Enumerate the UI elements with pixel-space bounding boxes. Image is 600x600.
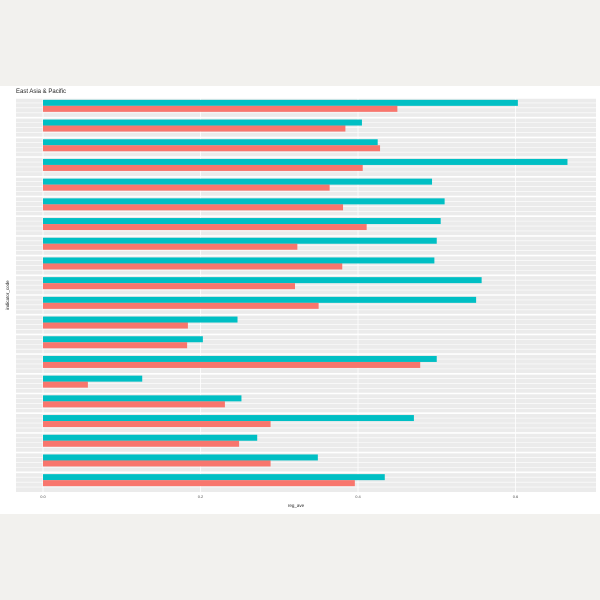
bar: [43, 237, 437, 244]
bar: [43, 342, 188, 349]
bar: [43, 296, 477, 303]
bar: [43, 480, 355, 487]
bar: [43, 421, 271, 428]
bar: [43, 434, 258, 441]
bar: [43, 395, 242, 402]
bar: [43, 454, 318, 461]
bar: [43, 178, 433, 185]
bar: [43, 460, 271, 467]
bar: [43, 440, 240, 447]
x-axis-title: reg_ave: [288, 503, 305, 508]
bar: [43, 361, 421, 368]
bar: [43, 381, 88, 388]
bar: [43, 184, 330, 191]
bar: [43, 99, 518, 106]
bar: [43, 198, 445, 205]
bar: [43, 257, 435, 264]
bar: [43, 158, 568, 165]
chart-figure: East Asia & Pacific 0.0 0.2 0.4 0.6 reg_ave i…: [0, 86, 600, 514]
bar: [43, 145, 381, 152]
bar: [43, 375, 143, 382]
bar: [43, 322, 188, 329]
bar: [43, 316, 238, 323]
bar: [43, 119, 362, 126]
bar: [43, 283, 295, 290]
x-tick-label: 0.6: [513, 494, 519, 499]
bar: [43, 474, 385, 481]
bar: [43, 218, 441, 225]
x-tick-label: 0.2: [198, 494, 204, 499]
x-tick-label: 0.0: [40, 494, 46, 499]
bar: [43, 415, 414, 422]
bar: [43, 336, 203, 343]
bar: [43, 302, 319, 309]
bar: [43, 139, 378, 146]
bar: [43, 125, 346, 132]
bar: [43, 224, 367, 231]
y-axis-title: indicator_code: [5, 280, 10, 310]
bar: [43, 164, 363, 171]
x-tick-label: 0.4: [355, 494, 361, 499]
bar: [43, 355, 437, 362]
bar-chart: 0.0 0.2 0.4 0.6 reg_ave indicator_code: [5, 97, 596, 508]
bar: [43, 105, 398, 112]
bar: [43, 204, 344, 211]
bar: [43, 277, 482, 284]
bar: [43, 243, 298, 250]
bar: [43, 263, 343, 270]
chart-title: East Asia & Pacific: [16, 89, 67, 95]
bar: [43, 401, 225, 408]
